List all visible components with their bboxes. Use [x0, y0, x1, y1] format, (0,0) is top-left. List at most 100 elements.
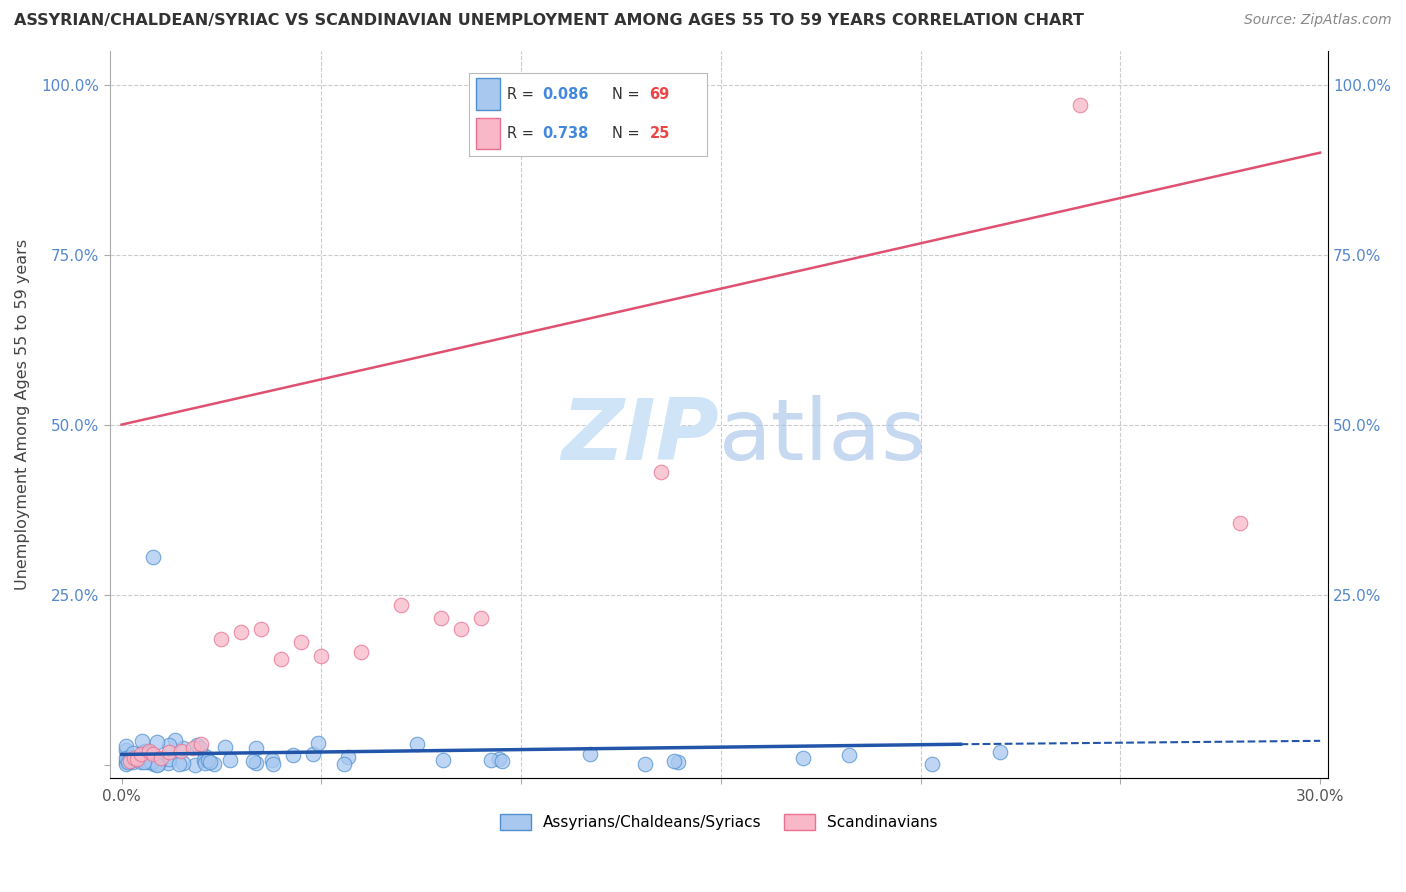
Point: [479, 753, 502, 767]
Point: [262, 753, 284, 767]
Point: [650, 465, 672, 479]
Text: Source: ZipAtlas.com: Source: ZipAtlas.com: [1244, 13, 1392, 28]
Point: [193, 753, 215, 767]
Point: [157, 751, 180, 765]
Point: [129, 752, 152, 766]
Point: [245, 741, 267, 756]
Point: [307, 736, 329, 750]
Point: [127, 752, 149, 766]
Point: [136, 755, 159, 769]
Point: [332, 756, 354, 771]
Point: [157, 738, 180, 752]
Point: [184, 757, 207, 772]
Point: [131, 745, 153, 759]
Point: [190, 737, 212, 751]
Point: [405, 737, 427, 751]
Point: [172, 741, 194, 756]
Point: [114, 751, 136, 765]
Point: [491, 754, 513, 768]
Point: [302, 747, 325, 761]
Point: [838, 747, 860, 762]
Point: [120, 755, 142, 769]
Point: [430, 611, 453, 625]
Point: [170, 744, 193, 758]
Point: [114, 739, 136, 754]
Point: [118, 754, 141, 768]
Text: atlas: atlas: [718, 395, 927, 478]
Point: [183, 740, 205, 755]
Point: [117, 755, 139, 769]
Point: [157, 756, 180, 770]
Point: [132, 755, 155, 769]
Point: [214, 739, 236, 754]
Point: [336, 750, 359, 764]
Point: [450, 622, 472, 636]
Point: [250, 622, 273, 636]
Point: [194, 749, 217, 764]
Point: [270, 652, 292, 666]
Point: [141, 755, 163, 769]
Point: [145, 750, 167, 764]
Point: [122, 755, 145, 769]
Point: [231, 625, 253, 640]
Point: [488, 752, 510, 766]
Legend: Assyrians/Chaldeans/Syriacs, Scandinavians: Assyrians/Chaldeans/Syriacs, Scandinavia…: [494, 808, 943, 836]
Point: [114, 756, 136, 771]
Point: [163, 733, 186, 747]
Point: [290, 635, 312, 649]
Point: [127, 752, 149, 766]
Point: [792, 751, 814, 765]
Point: [666, 755, 689, 769]
Point: [245, 756, 267, 771]
Point: [146, 757, 169, 772]
Point: [311, 648, 333, 663]
Point: [242, 754, 264, 768]
Point: [150, 751, 173, 765]
Point: [122, 751, 145, 765]
Point: [283, 747, 305, 762]
Point: [131, 747, 153, 762]
Point: [115, 751, 138, 765]
Point: [389, 598, 412, 612]
Point: [209, 632, 232, 646]
Point: [159, 745, 181, 759]
Point: [120, 750, 142, 764]
Point: [145, 735, 167, 749]
Point: [142, 550, 165, 565]
Point: [432, 753, 454, 767]
Point: [139, 756, 162, 770]
Point: [186, 739, 208, 753]
Point: [1069, 98, 1091, 112]
Point: [114, 743, 136, 757]
Point: [129, 755, 152, 769]
Point: [1229, 516, 1251, 531]
Point: [350, 645, 373, 659]
Point: [131, 734, 153, 748]
Point: [633, 756, 655, 771]
Point: [204, 756, 226, 771]
Point: [146, 757, 169, 772]
Point: [664, 754, 686, 768]
Point: [470, 611, 492, 625]
Point: [169, 757, 191, 772]
Point: [988, 745, 1011, 759]
Point: [219, 753, 242, 767]
Point: [138, 744, 160, 758]
Point: [198, 756, 221, 770]
Point: [262, 757, 284, 772]
Point: [188, 741, 211, 756]
Point: [114, 755, 136, 769]
Point: [134, 744, 156, 758]
Point: [197, 753, 219, 767]
Point: [142, 747, 165, 762]
Text: ZIP: ZIP: [561, 395, 718, 478]
Point: [121, 746, 143, 760]
Text: ASSYRIAN/CHALDEAN/SYRIAC VS SCANDINAVIAN UNEMPLOYMENT AMONG AGES 55 TO 59 YEARS : ASSYRIAN/CHALDEAN/SYRIAC VS SCANDINAVIAN…: [14, 13, 1084, 29]
Point: [579, 747, 602, 762]
Point: [921, 757, 943, 772]
Y-axis label: Unemployment Among Ages 55 to 59 years: Unemployment Among Ages 55 to 59 years: [15, 239, 30, 590]
Point: [194, 756, 217, 770]
Point: [172, 756, 194, 770]
Point: [143, 757, 166, 772]
Point: [138, 747, 160, 761]
